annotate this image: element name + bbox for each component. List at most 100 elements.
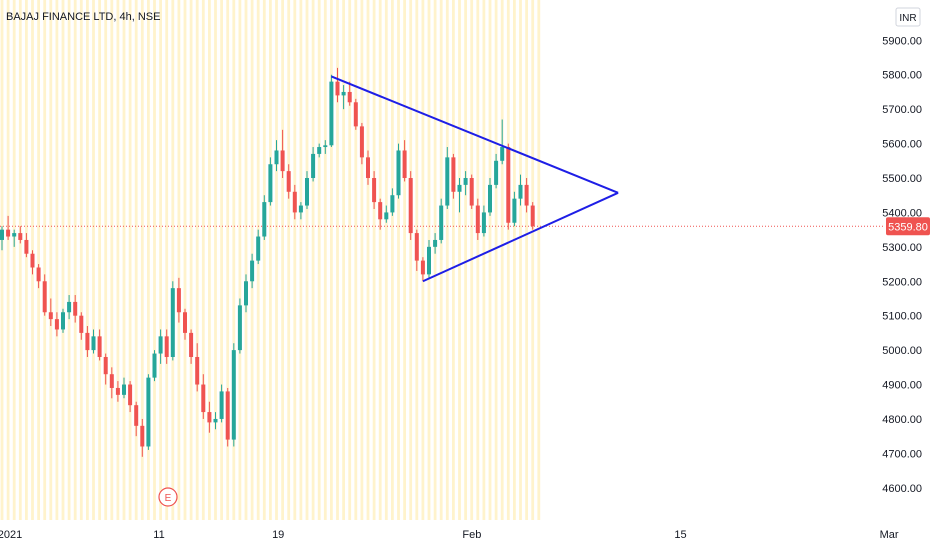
candle[interactable] <box>506 143 511 230</box>
candle[interactable] <box>451 153 456 199</box>
candle[interactable] <box>420 257 425 282</box>
candle[interactable] <box>244 274 248 313</box>
trendline-group[interactable] <box>331 75 619 283</box>
candle[interactable] <box>6 215 11 240</box>
candle[interactable] <box>158 329 163 364</box>
candle[interactable] <box>512 191 517 227</box>
candle[interactable] <box>140 418 145 457</box>
candle[interactable] <box>408 171 413 240</box>
candle[interactable] <box>475 198 480 240</box>
candle[interactable] <box>433 233 438 254</box>
candle[interactable] <box>195 343 200 392</box>
session-stripe <box>482 0 486 520</box>
candle[interactable] <box>12 229 17 247</box>
candle[interactable] <box>48 298 53 327</box>
candlestick-series[interactable] <box>0 67 535 457</box>
candle[interactable] <box>219 384 224 423</box>
candle[interactable] <box>524 178 529 213</box>
candle[interactable] <box>323 140 328 154</box>
candle[interactable] <box>256 229 261 265</box>
candle[interactable] <box>359 122 364 165</box>
candle[interactable] <box>274 140 279 172</box>
candle[interactable] <box>317 143 322 158</box>
candle[interactable] <box>97 329 102 361</box>
candle[interactable] <box>439 198 444 244</box>
candle[interactable] <box>30 250 35 275</box>
candle[interactable] <box>115 381 120 402</box>
candle[interactable] <box>494 153 499 189</box>
candle[interactable] <box>488 178 492 216</box>
candle[interactable] <box>61 308 65 333</box>
candle[interactable] <box>372 171 377 209</box>
candle[interactable] <box>347 81 352 106</box>
candle[interactable] <box>250 253 255 289</box>
candle[interactable] <box>67 295 72 320</box>
candle[interactable] <box>103 353 108 385</box>
candle[interactable] <box>268 157 273 206</box>
candle[interactable] <box>164 329 169 364</box>
candle[interactable] <box>213 412 218 430</box>
candle[interactable] <box>54 312 59 337</box>
price-axis-tick-label: 5400.00 <box>882 207 922 219</box>
candle[interactable] <box>146 374 151 450</box>
candle[interactable] <box>183 308 187 340</box>
candle[interactable] <box>237 298 242 354</box>
candle[interactable] <box>18 226 23 244</box>
candle[interactable] <box>170 281 175 361</box>
candle[interactable] <box>36 264 41 289</box>
candle[interactable] <box>91 329 96 354</box>
candle[interactable] <box>280 129 285 179</box>
candle[interactable] <box>445 147 450 209</box>
candle[interactable] <box>396 143 401 199</box>
time-axis[interactable]: 20211119Feb15Mar1523Apr1222 <box>0 529 932 541</box>
candle[interactable] <box>353 98 358 130</box>
candle[interactable] <box>329 74 334 148</box>
candle[interactable] <box>384 205 389 223</box>
candle[interactable] <box>286 164 291 199</box>
candle[interactable] <box>481 205 486 237</box>
candle[interactable] <box>463 171 468 196</box>
candle[interactable] <box>0 226 4 251</box>
candle[interactable] <box>262 195 267 240</box>
candle[interactable] <box>469 174 474 209</box>
candle[interactable] <box>390 188 395 216</box>
candle[interactable] <box>134 401 139 437</box>
candle[interactable] <box>207 401 212 433</box>
candle[interactable] <box>109 367 114 399</box>
candle[interactable] <box>305 171 309 209</box>
candle[interactable] <box>335 67 340 103</box>
candle[interactable] <box>341 85 346 110</box>
candle[interactable] <box>152 350 157 382</box>
candle[interactable] <box>128 381 133 413</box>
candle[interactable] <box>457 178 462 213</box>
candle[interactable] <box>530 202 535 230</box>
candle[interactable] <box>42 274 47 316</box>
candle[interactable] <box>518 174 523 206</box>
candle[interactable] <box>366 150 370 185</box>
trendline[interactable] <box>422 191 619 283</box>
candle[interactable] <box>176 277 181 323</box>
candle[interactable] <box>122 377 126 399</box>
candle[interactable] <box>292 184 297 220</box>
candle-body <box>488 184 492 213</box>
candle[interactable] <box>85 326 90 357</box>
candle[interactable] <box>189 329 194 364</box>
trendline[interactable] <box>331 75 619 194</box>
candle[interactable] <box>201 374 206 419</box>
price-axis[interactable]: 4600.00 4700.00 4800.00 4900.00 5000.00 5100.… <box>882 35 922 494</box>
candle[interactable] <box>500 119 505 165</box>
candle[interactable] <box>402 140 407 182</box>
candle[interactable] <box>73 295 78 323</box>
candle[interactable] <box>225 387 230 447</box>
candle[interactable] <box>298 202 303 220</box>
earnings-marker[interactable]: E <box>158 487 178 507</box>
candle[interactable] <box>79 312 84 340</box>
candle[interactable] <box>378 198 383 230</box>
candle[interactable] <box>311 147 316 182</box>
candle[interactable] <box>24 233 29 258</box>
currency-badge[interactable]: INR <box>895 7 921 27</box>
candle[interactable] <box>414 229 419 271</box>
candle[interactable] <box>231 343 236 447</box>
candle[interactable] <box>427 239 431 278</box>
